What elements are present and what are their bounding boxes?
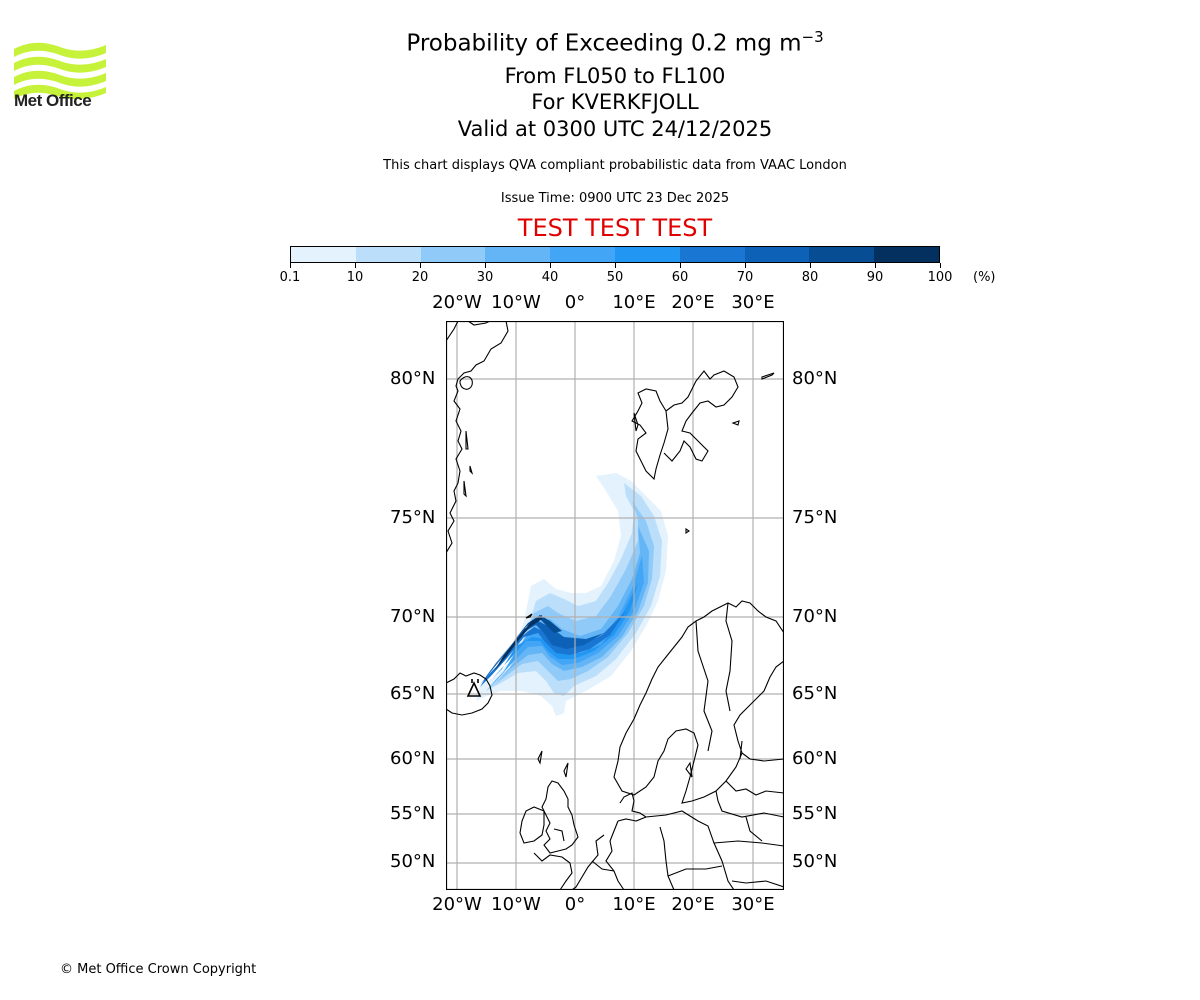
colorbar-tick bbox=[874, 263, 876, 268]
lon-label-bottom: 10°W bbox=[491, 894, 541, 915]
lon-label-top: 20°W bbox=[432, 292, 482, 313]
colorbar-segment bbox=[550, 247, 615, 262]
colorbar-tick-label: 10 bbox=[346, 270, 364, 285]
colorbar-tick bbox=[549, 263, 551, 268]
colorbar-tick-label: 40 bbox=[541, 270, 559, 285]
lat-label-left: 60°N bbox=[390, 748, 436, 769]
copyright-notice: © Met Office Crown Copyright bbox=[60, 962, 257, 977]
lon-label-bottom: 20°E bbox=[671, 894, 715, 915]
plume-80pct bbox=[480, 621, 604, 685]
chart-title: Probability of Exceeding 0.2 mg m−3 bbox=[0, 28, 1200, 57]
colorbar-tick-label: 90 bbox=[866, 270, 884, 285]
colorbar-segment bbox=[679, 247, 745, 262]
lat-label-right: 50°N bbox=[792, 851, 838, 872]
test-banner: TEST TEST TEST bbox=[517, 214, 713, 242]
flight-level-range: From FL050 to FL100 bbox=[504, 64, 726, 88]
lat-label-left: 65°N bbox=[390, 683, 436, 704]
title-main: Probability of Exceeding 0.2 mg m bbox=[406, 30, 802, 57]
colorbar-tick bbox=[484, 263, 486, 268]
colorbar-tick bbox=[614, 263, 616, 268]
met-office-logo-icon bbox=[14, 42, 106, 100]
plume-100pct bbox=[494, 615, 542, 671]
lat-label-right: 65°N bbox=[792, 683, 838, 704]
ash-plume bbox=[476, 473, 668, 716]
lon-label-bottom: 20°W bbox=[432, 894, 482, 915]
colorbar-segment bbox=[874, 247, 939, 262]
lon-label-top: 0° bbox=[564, 292, 586, 313]
colorbar-tick bbox=[939, 263, 941, 268]
great-britain-coast bbox=[541, 780, 579, 854]
colorbar-tick-label: 0.1 bbox=[279, 270, 301, 285]
svalbard-coast bbox=[631, 370, 739, 481]
ireland-coast bbox=[519, 806, 545, 844]
colorbar-tick-label: 100 bbox=[927, 270, 953, 285]
map-panel bbox=[446, 321, 784, 890]
colorbar-segment bbox=[614, 247, 680, 262]
colorbar-segment bbox=[485, 247, 551, 262]
lon-label-top: 20°E bbox=[671, 292, 715, 313]
title-unit-exponent: −3 bbox=[801, 28, 824, 46]
lat-label-right: 55°N bbox=[792, 803, 838, 824]
lat-label-left: 70°N bbox=[390, 606, 436, 627]
colorbar-tick-label: 80 bbox=[801, 270, 819, 285]
colorbar-segment bbox=[420, 247, 486, 262]
colorbar-tick bbox=[809, 263, 811, 268]
colorbar-segment bbox=[744, 247, 810, 262]
coastlines bbox=[446, 321, 784, 890]
colorbar-segment bbox=[809, 247, 875, 262]
chart-description: This chart displays QVA compliant probab… bbox=[383, 158, 847, 173]
lat-label-right: 60°N bbox=[792, 748, 838, 769]
colorbar-tick bbox=[289, 263, 291, 268]
volcano-name: For KVERKFJOLL bbox=[531, 90, 699, 114]
colorbar-segment bbox=[291, 247, 356, 262]
lat-label-right: 75°N bbox=[792, 507, 838, 528]
lat-label-left: 55°N bbox=[390, 803, 436, 824]
colorbar-tick-label: 70 bbox=[736, 270, 754, 285]
lon-label-top: 10°E bbox=[612, 292, 656, 313]
valid-time: Valid at 0300 UTC 24/12/2025 bbox=[457, 117, 773, 141]
lat-label-right: 70°N bbox=[792, 606, 838, 627]
colorbar-tick-label: 30 bbox=[476, 270, 494, 285]
colorbar-tick bbox=[744, 263, 746, 268]
lat-label-left: 80°N bbox=[390, 368, 436, 389]
volcano-marker bbox=[466, 679, 482, 697]
colorbar-tick-label: 50 bbox=[606, 270, 624, 285]
iceland-coast bbox=[446, 672, 493, 716]
lon-label-top: 10°W bbox=[491, 292, 541, 313]
issue-time: Issue Time: 0900 UTC 23 Dec 2025 bbox=[500, 191, 730, 206]
lat-label-left: 75°N bbox=[390, 507, 436, 528]
logo-text: Met Office bbox=[14, 91, 92, 110]
plume-50pct bbox=[486, 556, 644, 691]
colorbar-unit: (%) bbox=[973, 270, 996, 285]
lon-label-bottom: 30°E bbox=[731, 894, 775, 915]
colorbar bbox=[290, 246, 940, 263]
colorbar-tick bbox=[354, 263, 356, 268]
map-frame bbox=[446, 321, 784, 890]
lat-label-left: 50°N bbox=[390, 851, 436, 872]
lon-label-bottom: 10°E bbox=[612, 894, 656, 915]
lon-label-top: 30°E bbox=[731, 292, 775, 313]
colorbar-tick-label: 20 bbox=[411, 270, 429, 285]
lat-label-right: 80°N bbox=[792, 368, 838, 389]
colorbar-tick-label: 60 bbox=[671, 270, 689, 285]
lon-label-bottom: 0° bbox=[564, 894, 586, 915]
plume-70pct bbox=[480, 611, 626, 687]
colorbar-segment bbox=[355, 247, 421, 262]
colorbar-tick bbox=[679, 263, 681, 268]
denmark-coast bbox=[617, 792, 648, 822]
colorbar-tick bbox=[419, 263, 421, 268]
